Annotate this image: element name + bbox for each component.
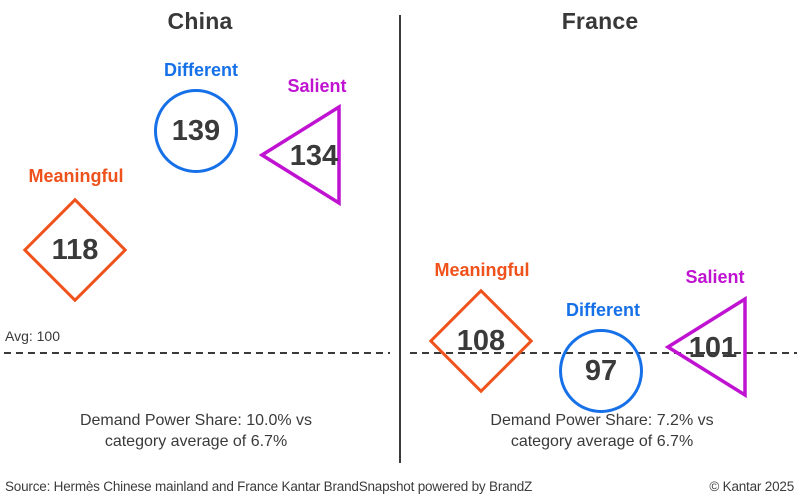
meaningful-label-france: Meaningful bbox=[434, 260, 530, 280]
panel-title-china: China bbox=[167, 8, 233, 34]
salient-triangle-marker-china bbox=[259, 103, 341, 207]
different-label-china: Different bbox=[163, 60, 238, 80]
demand-power-share-france: Demand Power Share: 7.2% vs category ave… bbox=[452, 410, 752, 452]
avg-baseline-label: Avg: 100 bbox=[5, 328, 61, 344]
meaningful-value-france: 108 bbox=[456, 325, 506, 357]
panel-title-france: France bbox=[561, 8, 639, 34]
salient-value-france: 101 bbox=[688, 332, 738, 364]
panel-divider bbox=[399, 15, 401, 463]
meaningful-label-china: Meaningful bbox=[28, 166, 124, 186]
salient-label-china: Salient bbox=[287, 76, 347, 96]
salient-label-france: Salient bbox=[685, 267, 745, 287]
meaningful-value-china: 118 bbox=[51, 234, 99, 266]
different-value-china: 139 bbox=[171, 115, 221, 147]
demand-line-2: category average of 6.7% bbox=[510, 433, 694, 450]
source-attribution: Source: Hermès Chinese mainland and Fran… bbox=[5, 479, 533, 494]
demand-power-share-china: Demand Power Share: 10.0% vs category av… bbox=[46, 410, 346, 452]
demand-line-2: category average of 6.7% bbox=[104, 433, 288, 450]
demand-line-1: Demand Power Share: 7.2% vs bbox=[490, 412, 714, 429]
copyright-notice: © Kantar 2025 bbox=[709, 479, 794, 494]
demand-line-1: Demand Power Share: 10.0% vs bbox=[79, 412, 313, 429]
salient-triangle-marker-france bbox=[665, 295, 747, 399]
different-circle-marker-china bbox=[154, 89, 238, 173]
different-value-france: 97 bbox=[584, 355, 618, 387]
salient-value-china: 134 bbox=[289, 140, 339, 172]
different-label-france: Different bbox=[565, 300, 640, 320]
different-circle-marker-france bbox=[559, 329, 643, 413]
avg-baseline-china bbox=[4, 352, 390, 354]
